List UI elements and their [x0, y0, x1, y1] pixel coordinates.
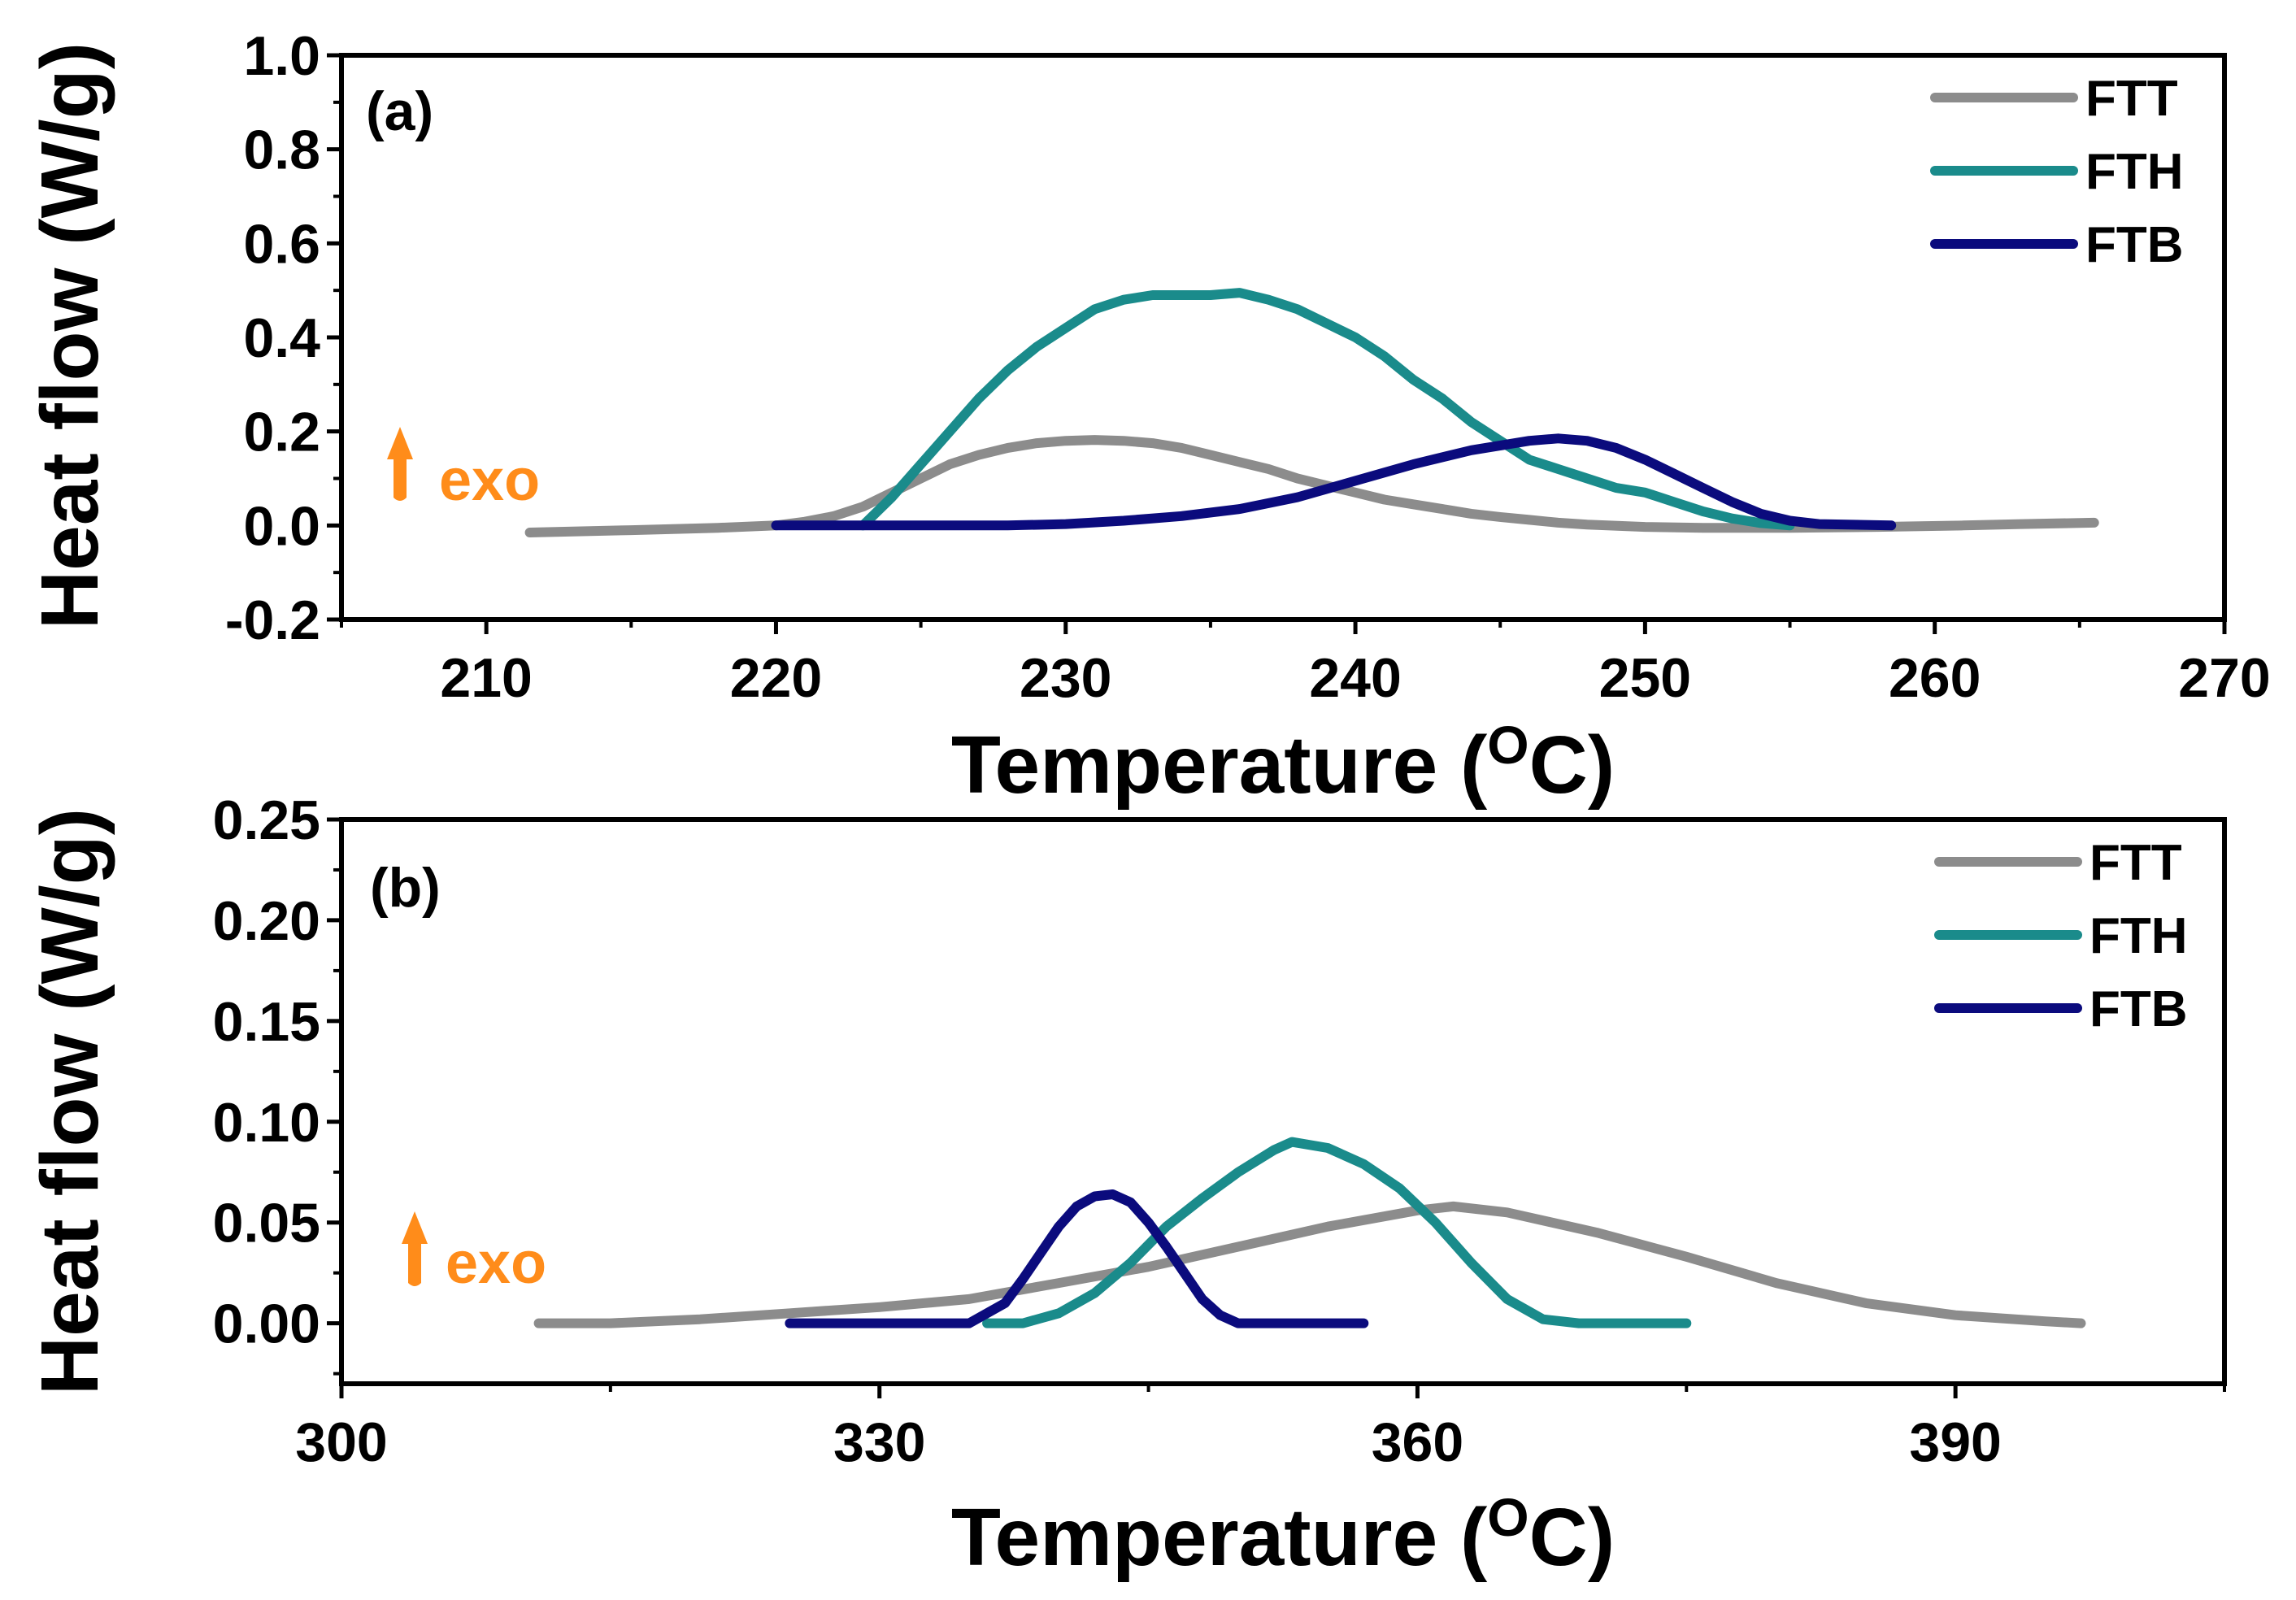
legend-label-fth: FTH — [2085, 144, 2184, 200]
x-tick-label: 210 — [440, 647, 532, 709]
x-tick-label: 250 — [1599, 647, 1691, 709]
y-tick-label: 1.0 — [243, 25, 320, 87]
panel-label: (b) — [370, 857, 441, 919]
y-axis-label: Heat flow (W/g) — [24, 42, 115, 629]
x-tick-label: 260 — [1889, 647, 1981, 709]
series-line-ftb — [785, 1189, 1369, 1328]
x-tick-label: 300 — [295, 1411, 387, 1473]
x-axis-label-suffix: C) — [1529, 1492, 1615, 1583]
panel-b: 300 330 360 390 0.00 0.05 0.10 0.15 0.20 0.25 (b) F… — [24, 789, 2227, 1583]
x-axis-label: Temperature (OC) — [951, 715, 1615, 811]
legend-label-ftb: FTB — [2089, 981, 2188, 1037]
x-axis-label-sup: O — [1487, 1487, 1528, 1547]
series-line-ftt — [524, 435, 2099, 537]
y-tick-label: 0.10 — [213, 1092, 320, 1154]
exo-label: exo — [446, 1231, 546, 1296]
series-line-ftt — [533, 1201, 2086, 1328]
series-line-ftb — [771, 433, 1897, 531]
y-tick-label: 0.05 — [213, 1193, 320, 1254]
x-axis-label-suffix: C) — [1529, 720, 1615, 811]
legend-label-fth: FTH — [2089, 908, 2188, 964]
legend-label-ftt: FTT — [2085, 71, 2178, 127]
series-line-fth — [858, 288, 1795, 531]
y-tick-label: -0.2 — [225, 589, 320, 651]
legend-label-ftt: FTT — [2089, 835, 2182, 891]
x-tick-label: 240 — [1309, 647, 1401, 709]
exo-label: exo — [439, 448, 540, 513]
y-tick-label: 0.0 — [243, 495, 320, 557]
x-tick-label: 390 — [1909, 1411, 2001, 1473]
x-tick-label: 270 — [2178, 647, 2270, 709]
legend-label-ftb: FTB — [2085, 217, 2184, 273]
y-tick-label: 0.2 — [243, 402, 320, 463]
x-axis-label-sup: O — [1487, 715, 1528, 775]
x-tick-label: 220 — [730, 647, 822, 709]
x-axis-label: Temperature (OC) — [951, 1487, 1615, 1583]
x-axis-label-main: Temperature ( — [951, 720, 1488, 811]
y-tick-label: 0.4 — [243, 307, 320, 369]
x-tick-label: 360 — [1372, 1411, 1463, 1473]
panel-label: (a) — [366, 80, 433, 142]
panel-a: 210 220 230 240 250 260 270 -0.2 0.0 0.2 0.4 0.6 0.8… — [24, 25, 2271, 811]
x-tick-label: 230 — [1020, 647, 1111, 709]
y-tick-label: 0.15 — [213, 991, 320, 1053]
y-tick-label: 0.00 — [213, 1293, 320, 1355]
series-line-fth — [982, 1137, 1692, 1328]
y-tick-label: 0.6 — [243, 213, 320, 275]
y-tick-label: 0.25 — [213, 789, 320, 851]
y-tick-label: 0.8 — [243, 120, 320, 181]
x-tick-label: 330 — [833, 1411, 925, 1473]
plot-frame — [339, 817, 2227, 1386]
exo-arrow-icon — [402, 1211, 428, 1286]
y-axis-label: Heat flow (W/g) — [24, 808, 115, 1395]
y-tick-label: 0.20 — [213, 890, 320, 952]
exo-arrow-icon — [387, 427, 413, 501]
x-axis-label-main: Temperature ( — [951, 1492, 1488, 1583]
